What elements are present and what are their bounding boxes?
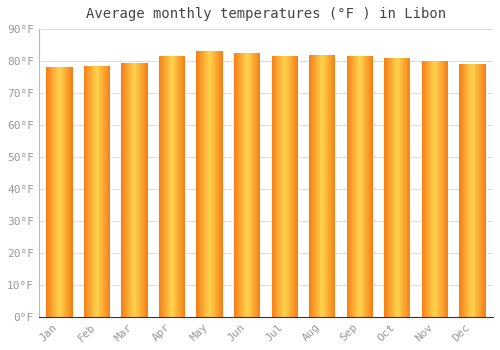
Title: Average monthly temperatures (°F ) in Libon: Average monthly temperatures (°F ) in Li… <box>86 7 446 21</box>
